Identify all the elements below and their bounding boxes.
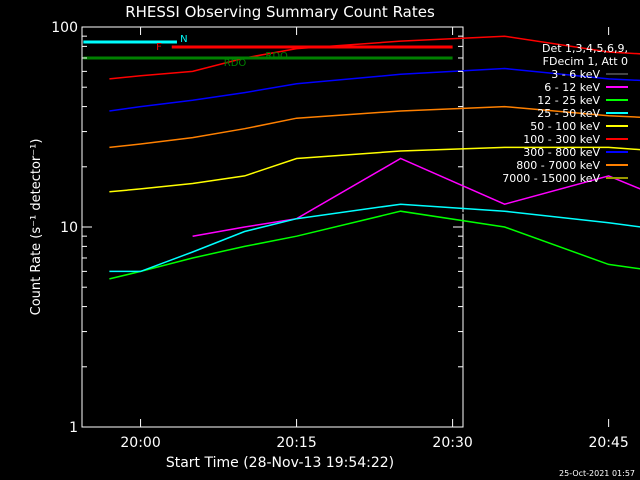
plot-area: N F RDO RDO (81, 26, 640, 428)
flag-label: N (180, 34, 187, 45)
legend: Det 1,3,4,5,6,9,FDecim 1, Att 03 - 6 keV… (502, 42, 628, 185)
x-tick-label: 20:45 (588, 435, 628, 451)
x-tick-label: 20:00 (120, 435, 160, 451)
chart-title: RHESSI Observing Summary Count Rates (125, 3, 435, 21)
legend-header: FDecim 1, Att 0 (543, 55, 628, 68)
legend-entry: 12 - 25 keV (537, 94, 600, 107)
series-line (109, 35, 640, 80)
series-line (109, 146, 640, 193)
series-line (192, 157, 640, 237)
flag-label: RDO (224, 58, 247, 69)
x-tick-label: 20:30 (432, 435, 472, 451)
flag-label: RDO (265, 51, 288, 62)
flag-label: F (156, 42, 162, 53)
y-axis-label: Count Rate (s⁻¹ detector⁻¹) (29, 139, 44, 316)
x-tick-label: 20:15 (276, 435, 316, 451)
legend-entry: 50 - 100 keV (530, 120, 600, 133)
timestamp: 25-Oct-2021 01:57 (559, 469, 635, 478)
series-line (109, 203, 640, 273)
plot-frame (81, 26, 464, 428)
y-axis-ticks: 1 10 100 (51, 20, 463, 436)
series-line (109, 210, 640, 280)
y-tick-label: 10 (60, 220, 78, 236)
series-line (109, 105, 640, 149)
legend-entry: 100 - 300 keV (523, 133, 600, 146)
legend-entry: 7000 - 15000 keV (502, 172, 600, 185)
legend-entry: 25 - 50 keV (537, 107, 600, 120)
y-tick-label: 100 (51, 20, 78, 36)
legend-entry: 300 - 800 keV (523, 146, 600, 159)
series-line (109, 67, 640, 112)
legend-header: Det 1,3,4,5,6,9, (542, 42, 628, 55)
legend-entry: 800 - 7000 keV (516, 159, 600, 172)
legend-entry: 3 - 6 keV (551, 68, 600, 81)
legend-entry: 6 - 12 keV (544, 81, 600, 94)
series-line (192, 203, 640, 333)
x-axis-label: Start Time (28-Nov-13 19:54:22) (166, 455, 394, 471)
y-tick-label: 1 (69, 420, 78, 436)
